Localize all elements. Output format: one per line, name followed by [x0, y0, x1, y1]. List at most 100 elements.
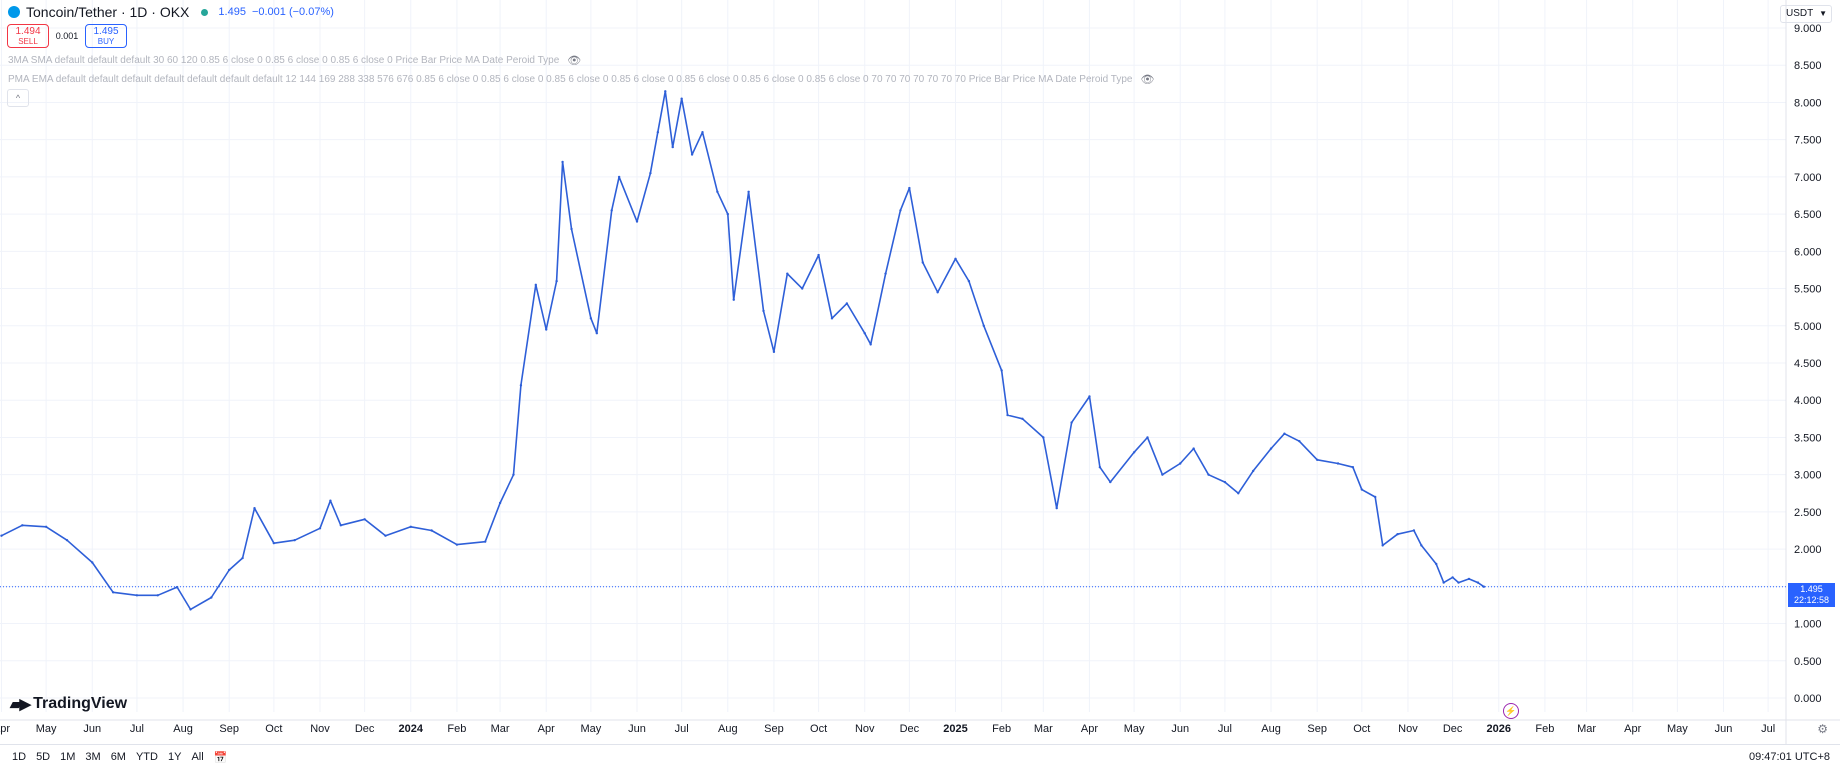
- gear-icon[interactable]: ⚙: [1817, 722, 1828, 736]
- y-tick-label: 0.500: [1794, 656, 1822, 668]
- calendar-icon[interactable]: 📅: [213, 752, 228, 764]
- tradingview-logo[interactable]: ▰▶ TradingView: [10, 695, 127, 713]
- x-tick-label: Feb: [1535, 723, 1554, 735]
- eye-icon[interactable]: 👁: [567, 55, 582, 67]
- price-point: [339, 524, 343, 527]
- buy-label: BUY: [97, 37, 115, 46]
- price-point: [534, 283, 537, 287]
- eye-icon[interactable]: 👁: [1140, 74, 1155, 86]
- last-price: 1.495: [218, 6, 246, 18]
- price-point: [156, 594, 159, 597]
- x-tick-label: Aug: [1261, 723, 1281, 735]
- price-point: [1482, 585, 1486, 588]
- indicator-pma[interactable]: PMA EMA default default default default …: [8, 73, 1154, 86]
- price-point: [1179, 462, 1182, 465]
- currency-selector[interactable]: USDT ▼: [1780, 5, 1832, 23]
- price-point: [936, 291, 939, 294]
- x-tick-label: Sep: [219, 723, 239, 735]
- price-point: [228, 568, 231, 572]
- price-point: [830, 317, 834, 320]
- range-all[interactable]: All: [191, 751, 204, 763]
- x-tick-label: Oct: [265, 723, 282, 735]
- price-point: [1000, 369, 1003, 372]
- indicator-3ma[interactable]: 3MA SMA default default default 30 60 12…: [8, 54, 581, 67]
- x-tick-label: Oct: [1353, 723, 1370, 735]
- price-point: [65, 538, 69, 542]
- range-6m[interactable]: 6M: [110, 751, 126, 763]
- x-tick-label: Apr: [0, 723, 10, 735]
- x-tick-label: Feb: [992, 723, 1011, 735]
- price-point: [1451, 576, 1454, 579]
- price-point: [701, 131, 704, 134]
- price-point: [329, 499, 332, 502]
- trade-buttons: 1.494 SELL 0.001 1.495 BUY: [7, 24, 127, 48]
- buy-button[interactable]: 1.495 BUY: [85, 24, 127, 48]
- currency-label: USDT: [1786, 8, 1814, 19]
- price-point: [1467, 577, 1471, 581]
- price-point: [318, 527, 322, 530]
- y-tick-label: 4.500: [1794, 358, 1822, 370]
- range-1d[interactable]: 1D: [12, 751, 27, 763]
- price-point: [690, 153, 694, 156]
- range-3m[interactable]: 3M: [85, 751, 101, 763]
- price-point: [293, 538, 296, 542]
- price-point: [1351, 466, 1355, 469]
- current-price-label: 1.495: [1800, 584, 1823, 594]
- price-point: [1021, 417, 1024, 421]
- sell-button[interactable]: 1.494 SELL: [7, 24, 49, 48]
- symbol-header: Toncoin/Tether · 1D · OKX 1.495 −0.001 (…: [8, 4, 334, 20]
- price-point: [845, 302, 849, 305]
- lightning-icon[interactable]: ⚡: [1503, 703, 1519, 719]
- y-tick-label: 2.500: [1794, 507, 1822, 519]
- x-tick-label: Nov: [855, 723, 875, 735]
- price-point: [555, 279, 558, 283]
- range-ytd[interactable]: YTD: [135, 751, 158, 763]
- price-point: [1070, 421, 1073, 424]
- collapse-indicators-button[interactable]: ^: [7, 89, 29, 107]
- x-tick-label: Aug: [718, 723, 738, 735]
- price-point: [1374, 495, 1377, 499]
- price-point: [656, 131, 660, 134]
- price-point: [1360, 488, 1364, 491]
- price-point: [409, 525, 412, 528]
- price-point: [716, 190, 719, 193]
- y-tick-label: 7.500: [1794, 135, 1822, 147]
- symbol-title[interactable]: Toncoin/Tether · 1D · OKX: [26, 4, 190, 20]
- x-tick-label: 2025: [943, 723, 967, 735]
- range-1m[interactable]: 1M: [60, 751, 76, 763]
- y-tick-label: 5.000: [1794, 321, 1822, 333]
- x-tick-label: Nov: [1398, 723, 1418, 735]
- price-point: [1223, 480, 1227, 484]
- range-1y[interactable]: 1Y: [167, 751, 182, 763]
- price-point: [664, 90, 667, 93]
- x-tick-label: Dec: [355, 723, 375, 735]
- y-tick-label: 2.000: [1794, 544, 1822, 556]
- price-change: −0.001 (−0.07%): [251, 6, 334, 18]
- y-tick-label: 6.500: [1794, 209, 1822, 221]
- price-point: [967, 279, 971, 283]
- y-tick-label: 5.500: [1794, 284, 1822, 296]
- price-point: [762, 309, 765, 313]
- price-point: [610, 209, 613, 212]
- price-point: [1336, 462, 1340, 465]
- price-point: [455, 543, 459, 546]
- x-tick-label: May: [580, 723, 601, 735]
- x-tick-label: Aug: [173, 723, 193, 735]
- y-tick-label: 9.000: [1794, 23, 1822, 35]
- price-point: [884, 272, 887, 275]
- clock[interactable]: 09:47:01 UTC+8: [1748, 751, 1830, 763]
- price-point: [384, 534, 387, 537]
- price-point: [921, 261, 924, 264]
- y-tick-label: 8.000: [1794, 97, 1822, 109]
- price-point: [1269, 447, 1273, 450]
- price-point: [671, 145, 674, 149]
- price-point: [1298, 439, 1301, 443]
- price-point: [1283, 432, 1286, 435]
- tradingview-logo-icon: ▰▶: [10, 696, 31, 713]
- price-point: [680, 97, 683, 100]
- range-5d[interactable]: 5D: [36, 751, 51, 763]
- price-point: [363, 518, 366, 521]
- market-status-icon: [201, 8, 209, 16]
- buy-price: 1.495: [93, 26, 119, 37]
